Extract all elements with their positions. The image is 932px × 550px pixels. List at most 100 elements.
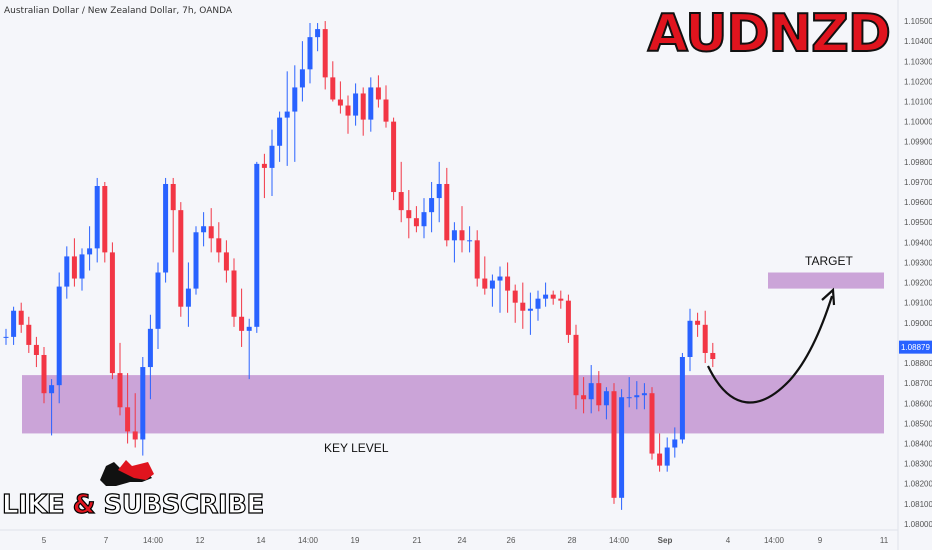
candle-body: [109, 252, 115, 374]
candle-body: [573, 334, 579, 396]
candle: [337, 81, 343, 114]
candle: [185, 262, 191, 327]
candle-body: [543, 294, 549, 299]
candle: [398, 161, 404, 223]
candle: [543, 282, 549, 307]
candle: [444, 167, 450, 247]
candle-body: [147, 328, 153, 368]
candle: [710, 342, 716, 368]
candle: [383, 85, 389, 128]
candle: [687, 308, 693, 372]
candle: [125, 373, 131, 444]
candle: [41, 346, 47, 404]
candle: [231, 258, 237, 327]
candle: [406, 190, 412, 239]
candle: [619, 389, 625, 510]
time-tick-label: 14:00: [764, 536, 785, 545]
candle: [459, 206, 465, 253]
current-price-value: 1.08879: [901, 343, 930, 352]
candle: [353, 83, 359, 126]
candle: [482, 256, 488, 295]
candle-body: [497, 276, 503, 281]
current-price-tag: 1.08879: [899, 340, 932, 354]
candle-body: [216, 238, 222, 253]
candle-body: [520, 302, 526, 311]
time-tick-label: 28: [568, 536, 577, 545]
candle-body: [330, 77, 336, 100]
candle-body: [406, 210, 412, 219]
candle: [163, 177, 169, 283]
time-tick-label: 14:00: [298, 536, 319, 545]
time-tick-label: 11: [880, 536, 889, 545]
candle: [87, 226, 93, 271]
candle-body: [56, 286, 62, 386]
candle-body: [467, 240, 473, 242]
candle: [375, 75, 381, 108]
price-tick-label: 1.08700: [904, 379, 932, 388]
candle: [64, 246, 70, 299]
candle-body: [223, 252, 229, 271]
candle-body: [451, 230, 457, 241]
candle: [117, 342, 123, 416]
pair-left: AUD: [647, 4, 771, 64]
candle-body: [125, 407, 131, 432]
price-tick-label: 1.09000: [904, 319, 932, 328]
candle: [520, 282, 526, 329]
candle: [474, 230, 480, 287]
candle: [102, 181, 108, 263]
candle-body: [375, 87, 381, 100]
candle: [56, 272, 62, 404]
candle-body: [429, 198, 435, 213]
candle: [657, 433, 663, 472]
candle-body: [3, 336, 9, 338]
price-tick-label: 1.10100: [904, 98, 932, 107]
candle-body: [284, 111, 290, 118]
price-tick-label: 1.09100: [904, 299, 932, 308]
candle-body: [26, 324, 32, 345]
candle-body: [155, 272, 161, 329]
candle-body: [299, 69, 305, 88]
candle: [170, 177, 176, 253]
candle: [11, 306, 17, 345]
time-tick-label: 4: [726, 536, 731, 545]
candle: [596, 371, 602, 412]
candle-body: [558, 298, 564, 301]
candle-body: [535, 298, 541, 309]
candle: [527, 292, 533, 335]
candle: [322, 21, 328, 90]
candle-body: [208, 226, 214, 239]
candle: [581, 377, 587, 414]
candle: [18, 302, 24, 333]
candle: [641, 383, 647, 410]
price-tick-label: 1.09300: [904, 258, 932, 267]
candle-body: [413, 218, 419, 227]
candle-body: [185, 288, 191, 307]
candle-body: [102, 186, 108, 253]
candle-body: [641, 393, 647, 396]
candle-body: [11, 310, 17, 337]
candle-body: [360, 93, 366, 120]
candle-body: [619, 397, 625, 498]
candle: [315, 23, 321, 52]
candle: [368, 77, 374, 132]
candle: [109, 242, 115, 380]
time-tick-label: 24: [458, 536, 467, 545]
price-tick-label: 1.09700: [904, 178, 932, 187]
key-level-label: KEY LEVEL: [324, 441, 389, 455]
candle-body: [436, 183, 442, 199]
candle: [467, 226, 473, 253]
candle: [254, 161, 260, 333]
candle-body: [550, 294, 556, 299]
candle: [489, 274, 495, 307]
candle-body: [345, 105, 351, 116]
candle: [451, 222, 457, 263]
arrowhead-icon: [821, 287, 836, 306]
candle: [535, 290, 541, 321]
time-axis: 5 7 14:00 12 14 14:00 19 21 24 26 28 14:00 Sep 4 14:00…: [42, 536, 889, 545]
candle-body: [193, 232, 199, 289]
candle: [208, 208, 214, 253]
candle-body: [315, 29, 321, 38]
candle: [269, 129, 275, 197]
candle-body: [611, 391, 617, 498]
